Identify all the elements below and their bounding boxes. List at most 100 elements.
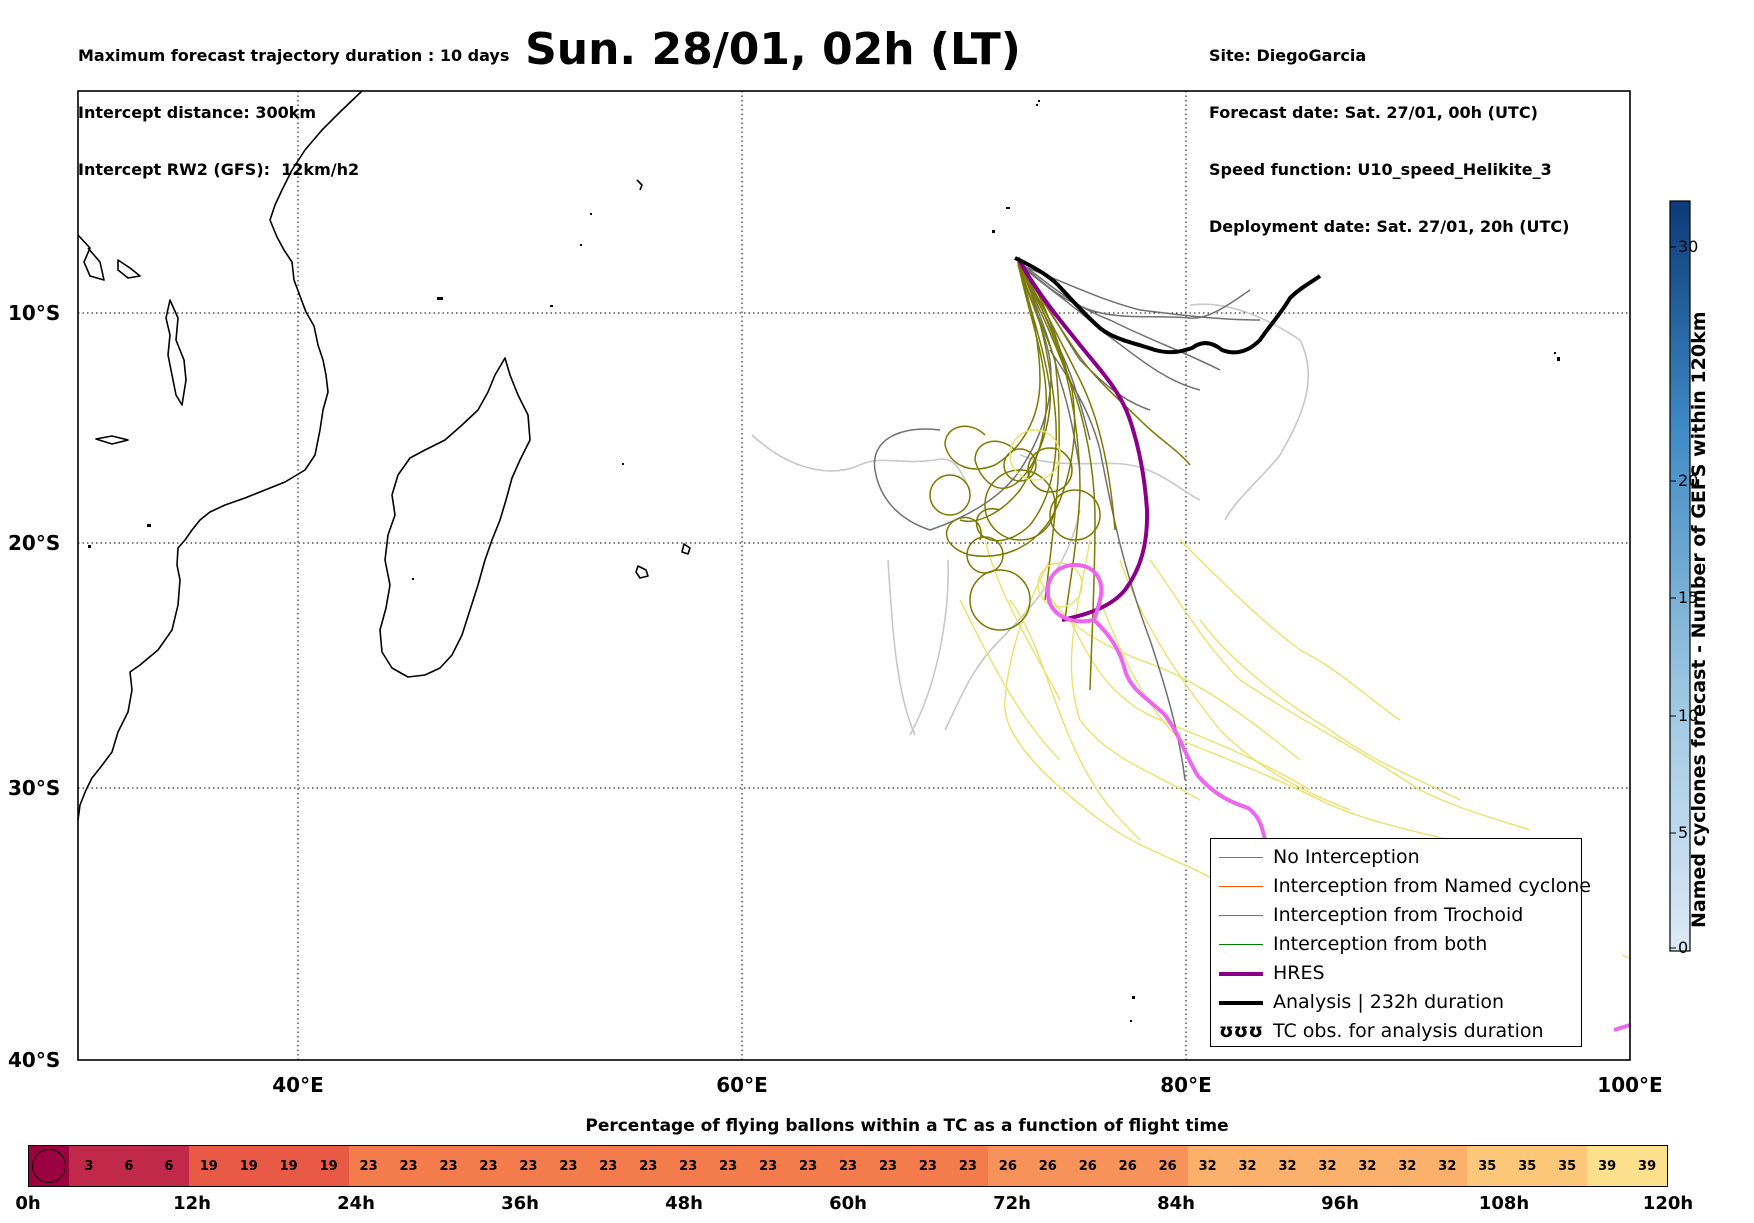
legend-label: TC obs. for analysis duration [1273, 1020, 1544, 1042]
legend-label: Analysis | 232h duration [1273, 991, 1505, 1013]
intercept-distance-text: Intercept distance: 300km [78, 103, 317, 122]
flight-bar-cell: 23 [468, 1146, 509, 1186]
flight-bar-cell: 32 [1387, 1146, 1428, 1186]
lake-1 [165, 299, 187, 406]
speed-function-text: Speed function: U10_speed_Helikite_3 [1209, 160, 1552, 179]
flight-time-label: 84h [1157, 1193, 1195, 1214]
legend-label: HRES [1273, 962, 1325, 984]
africa-coast [77, 90, 363, 821]
legend-hres: HRES [1211, 959, 1581, 988]
legend-label: No Interception [1273, 846, 1420, 868]
legend-analysis: Analysis | 232h duration [1211, 988, 1581, 1017]
flight-time-label: 12h [173, 1193, 211, 1214]
map-frame [77, 90, 1631, 1061]
flight-bar-cell: 32 [1427, 1146, 1468, 1186]
flight-bar-cell: 23 [748, 1146, 789, 1186]
flight-bar-cell: 35 [1467, 1146, 1508, 1186]
site-text: Site: DiegoGarcia [1209, 46, 1367, 65]
yellow-loops [1009, 429, 1083, 608]
flight-bar-cell: 32 [1307, 1146, 1348, 1186]
cyclone-colorbar [1669, 200, 1691, 952]
flight-bar-cell: 19 [228, 1146, 269, 1186]
flight-bar-cell: 23 [668, 1146, 709, 1186]
flight-bar-cell: 26 [1107, 1146, 1148, 1186]
deployment-date-text: Deployment date: Sat. 27/01, 20h (UTC) [1209, 217, 1570, 236]
lat-label-20s: 20°S [8, 531, 60, 555]
flight-bar-cell: 32 [1187, 1146, 1228, 1186]
colorbar-tick: 10 [1678, 706, 1699, 725]
legend-named-cyclone: Interception from Named cyclone [1211, 872, 1591, 901]
flight-bar-cell: 39 [1627, 1146, 1668, 1186]
colorbar-tick: 15 [1678, 588, 1699, 607]
pink-track [1092, 618, 1267, 841]
legend-line [1219, 857, 1263, 858]
flight-bar-cell: 19 [188, 1146, 229, 1186]
flight-bar-cell: 6 [108, 1146, 149, 1186]
flight-bar-cell: 6 [148, 1146, 189, 1186]
legend-both: Interception from both [1211, 930, 1581, 959]
coastlines [77, 90, 691, 821]
colorbar-tick: 0 [1678, 938, 1689, 957]
flight-time-label: 0h [15, 1193, 41, 1214]
flight-bar-cell: 23 [628, 1146, 669, 1186]
legend-line [1219, 915, 1263, 916]
flight-time-label: 108h [1478, 1193, 1530, 1214]
mauritius [635, 565, 649, 579]
flight-time-label: 96h [1321, 1193, 1359, 1214]
legend-label: Interception from Trochoid [1273, 904, 1524, 926]
legend-line [1219, 1001, 1263, 1005]
flight-bar-cell: 23 [428, 1146, 469, 1186]
flight-bar-cell: 23 [828, 1146, 869, 1186]
flight-bar-cell: 23 [947, 1146, 988, 1186]
page-title: Sun. 28/01, 02h (LT) [525, 24, 1021, 75]
flight-bar-cell: 23 [588, 1146, 629, 1186]
flight-bar-title: Percentage of flying ballons within a TC… [585, 1116, 1229, 1136]
legend-label: Interception from both [1273, 933, 1488, 955]
flight-bar-cell: 19 [268, 1146, 309, 1186]
colorbar-tick: 5 [1678, 823, 1689, 842]
small-islands [88, 100, 1560, 1022]
flight-time-label: 72h [993, 1193, 1031, 1214]
flight-bar-cell: 39 [1587, 1146, 1628, 1186]
legend-tc-obs: ʊʊʊ TC obs. for analysis duration [1211, 1017, 1581, 1046]
lon-label-60e: 60°E [716, 1073, 768, 1097]
colorbar-label: Named cyclones forecast - Number of GEFS… [1688, 311, 1710, 928]
lat-label-10s: 10°S [8, 301, 60, 325]
legend-line [1219, 972, 1263, 976]
flight-bar-cell: 26 [1027, 1146, 1068, 1186]
seychelles [636, 179, 643, 191]
start-circle-icon [31, 1149, 66, 1183]
flight-time-label: 120h [1642, 1193, 1694, 1214]
legend-label: Interception from Named cyclone [1273, 875, 1591, 897]
flight-time-label: 48h [665, 1193, 703, 1214]
lake-2 [95, 435, 129, 445]
flight-bar-cell: 35 [1547, 1146, 1588, 1186]
colorbar-tick: 30 [1678, 237, 1699, 256]
analysis-track [1014, 256, 1322, 355]
legend-trochoid: Interception from Trochoid [1211, 901, 1581, 930]
flight-bar-cell: 26 [987, 1146, 1028, 1186]
tc-obs-icon: ʊʊʊ [1219, 1020, 1264, 1042]
intercept-rw2-text: Intercept RW2 (GFS): 12km/h2 [78, 160, 360, 179]
hres-track [1016, 257, 1150, 622]
flight-bar-cell: 23 [708, 1146, 749, 1186]
legend-no-interception: No Interception [1211, 843, 1581, 872]
gray-trajectories [873, 261, 1261, 781]
lon-label-80e: 80°E [1160, 1073, 1212, 1097]
legend-line [1219, 886, 1263, 887]
flight-bar-cell: 23 [348, 1146, 389, 1186]
yellow-trajectories [959, 539, 1531, 881]
flight-bar-cell: 23 [508, 1146, 549, 1186]
lon-label-100e: 100°E [1597, 1073, 1662, 1097]
flight-time-label: 24h [337, 1193, 375, 1214]
flight-percentage-bar: 3 6 6 19 19 19 19 23 23 23 23 23 23 23 23 23 23 23 23 23 23 2… [28, 1145, 1668, 1187]
lon-label-40e: 40°E [272, 1073, 324, 1097]
lat-label-40s: 40°S [8, 1048, 60, 1072]
flight-bar-cell: 23 [388, 1146, 429, 1186]
flight-time-label: 36h [501, 1193, 539, 1214]
pink-tail [1613, 1023, 1631, 1032]
flight-bar-cell: 23 [548, 1146, 589, 1186]
legend: No Interception Interception from Named … [1210, 838, 1591, 1047]
flight-bar-cell: 26 [1067, 1146, 1108, 1186]
